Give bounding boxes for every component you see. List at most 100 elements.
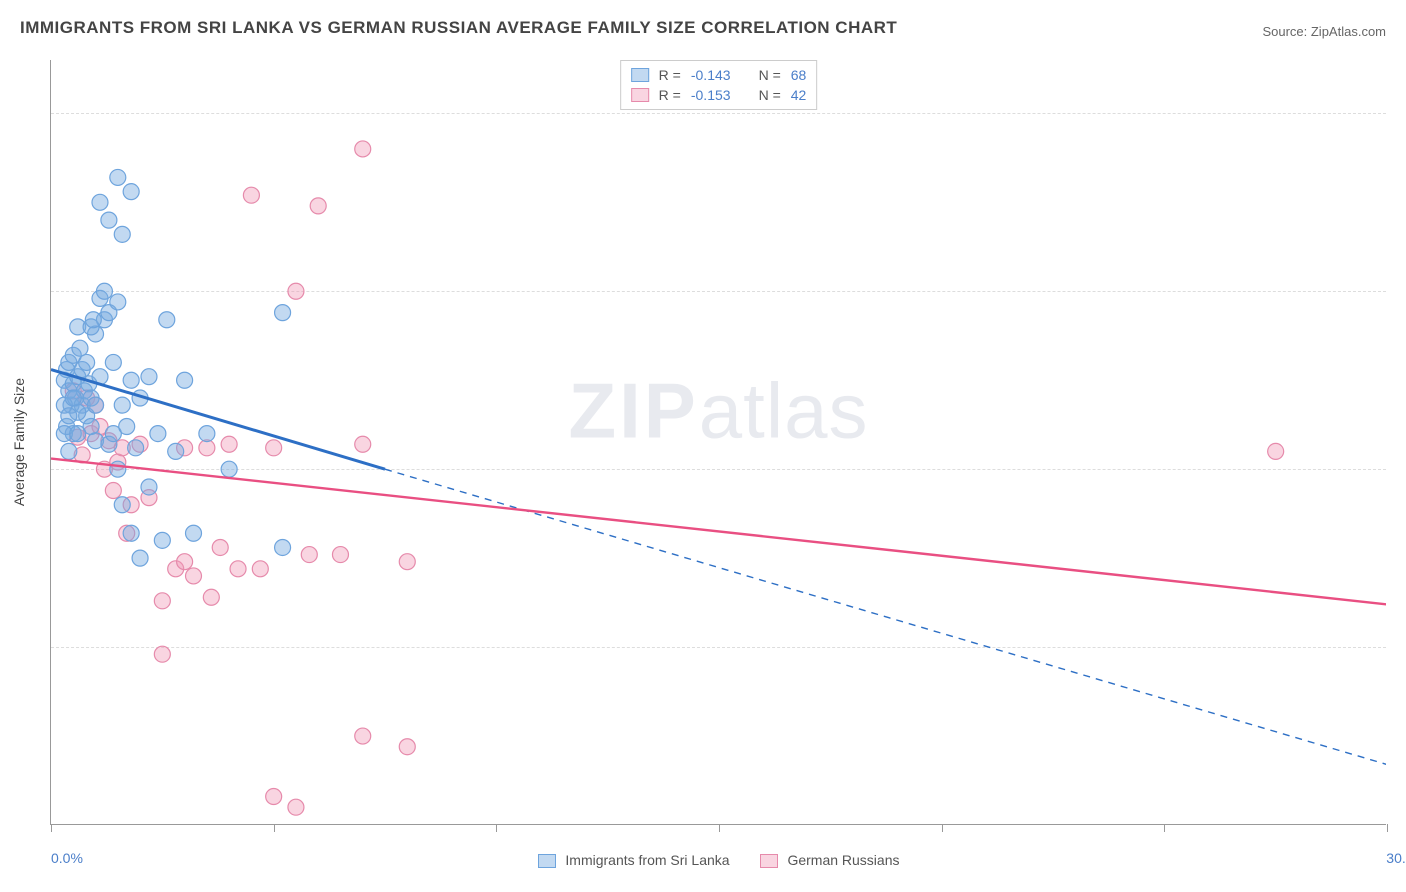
scatter-point (288, 283, 304, 299)
scatter-point (141, 369, 157, 385)
scatter-point (399, 554, 415, 570)
x-tick (496, 824, 497, 832)
scatter-point (186, 568, 202, 584)
legend-series-item: German Russians (760, 852, 900, 868)
scatter-point (177, 554, 193, 570)
scatter-point (105, 354, 121, 370)
x-tick-label-min: 0.0% (51, 850, 83, 866)
x-tick (274, 824, 275, 832)
scatter-point (266, 440, 282, 456)
scatter-point (92, 194, 108, 210)
scatter-point (355, 141, 371, 157)
scatter-point (154, 532, 170, 548)
legend-stats-row: R = -0.143 N = 68 (631, 65, 807, 85)
scatter-point (79, 354, 95, 370)
legend-series-item: Immigrants from Sri Lanka (538, 852, 730, 868)
y-tick-label: 4.00 (1396, 106, 1406, 122)
scatter-point (243, 187, 259, 203)
chart-svg-overlay (51, 60, 1386, 824)
source-attribution: Source: ZipAtlas.com (1262, 24, 1386, 39)
scatter-point (128, 440, 144, 456)
scatter-point (114, 226, 130, 242)
scatter-point (199, 426, 215, 442)
scatter-point (132, 550, 148, 566)
scatter-point (266, 789, 282, 805)
scatter-point (70, 426, 86, 442)
x-tick-label-max: 30.0% (1386, 850, 1406, 866)
legend-stats-row: R = -0.153 N = 42 (631, 85, 807, 105)
scatter-point (96, 283, 112, 299)
y-tick-label: 3.00 (1396, 462, 1406, 478)
scatter-point (310, 198, 326, 214)
scatter-point (61, 408, 77, 424)
scatter-point (72, 340, 88, 356)
scatter-point (275, 539, 291, 555)
x-tick (719, 824, 720, 832)
plot-area: Average Family Size ZIPatlas 2.503.003.5… (50, 60, 1386, 825)
scatter-point (110, 461, 126, 477)
x-tick (1164, 824, 1165, 832)
scatter-point (355, 436, 371, 452)
scatter-point (141, 479, 157, 495)
scatter-point (154, 646, 170, 662)
legend-swatch-icon (631, 88, 649, 102)
scatter-point (85, 312, 101, 328)
scatter-point (61, 443, 77, 459)
x-tick (1387, 824, 1388, 832)
scatter-point (110, 169, 126, 185)
scatter-point (252, 561, 268, 577)
scatter-point (212, 539, 228, 555)
legend-stats: R = -0.143 N = 68 R = -0.153 N = 42 (620, 60, 818, 110)
scatter-point (159, 312, 175, 328)
scatter-point (123, 372, 139, 388)
scatter-point (221, 436, 237, 452)
scatter-point (332, 547, 348, 563)
legend-swatch-icon (538, 854, 556, 868)
legend-n-label: N = (759, 87, 781, 103)
scatter-point (230, 561, 246, 577)
scatter-point (110, 294, 126, 310)
x-tick (942, 824, 943, 832)
legend-r-value: -0.153 (691, 87, 731, 103)
scatter-point (221, 461, 237, 477)
scatter-point (301, 547, 317, 563)
scatter-point (150, 426, 166, 442)
chart-title: IMMIGRANTS FROM SRI LANKA VS GERMAN RUSS… (20, 18, 897, 38)
scatter-point (114, 497, 130, 513)
scatter-point (119, 418, 135, 434)
scatter-point (65, 390, 81, 406)
y-tick-label: 2.50 (1396, 640, 1406, 656)
scatter-point (101, 212, 117, 228)
scatter-point (199, 440, 215, 456)
scatter-point (154, 593, 170, 609)
trend-line (51, 459, 1386, 605)
scatter-point (275, 305, 291, 321)
scatter-point (186, 525, 202, 541)
y-axis-label: Average Family Size (11, 378, 27, 506)
legend-n-label: N = (759, 67, 781, 83)
x-tick (51, 824, 52, 832)
legend-series-label: Immigrants from Sri Lanka (565, 852, 729, 868)
legend-swatch-icon (631, 68, 649, 82)
scatter-point (168, 443, 184, 459)
legend-n-value: 42 (791, 87, 807, 103)
legend-series-label: German Russians (787, 852, 899, 868)
scatter-point (88, 397, 104, 413)
scatter-point (123, 184, 139, 200)
legend-r-value: -0.143 (691, 67, 731, 83)
scatter-point (288, 799, 304, 815)
scatter-point (114, 397, 130, 413)
scatter-point (399, 739, 415, 755)
legend-swatch-icon (760, 854, 778, 868)
scatter-point (123, 525, 139, 541)
scatter-point (355, 728, 371, 744)
legend-series: Immigrants from Sri Lanka German Russian… (538, 852, 900, 868)
scatter-point (203, 589, 219, 605)
scatter-point (105, 483, 121, 499)
legend-r-label: R = (659, 67, 681, 83)
scatter-point (177, 372, 193, 388)
y-tick-label: 3.50 (1396, 284, 1406, 300)
legend-r-label: R = (659, 87, 681, 103)
scatter-point (1268, 443, 1284, 459)
trend-line (385, 469, 1386, 764)
